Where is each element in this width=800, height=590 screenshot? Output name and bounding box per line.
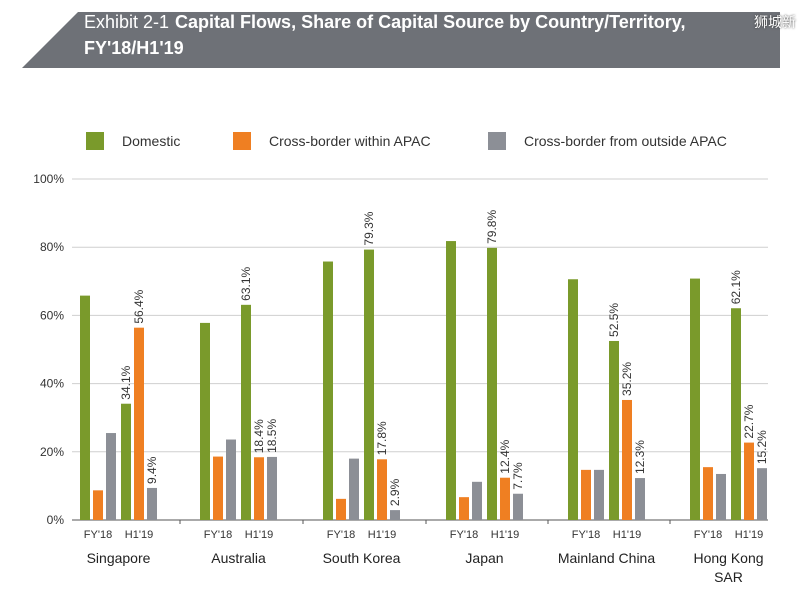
bar-within-apac xyxy=(581,469,591,520)
country-label: Singapore xyxy=(87,550,151,566)
country-label: Hong Kong xyxy=(693,550,763,566)
bar-within-apac xyxy=(703,467,713,520)
period-label: H1'19 xyxy=(491,529,519,541)
chart-title: Exhibit 2-1 Capital Flows, Share of Capit… xyxy=(84,12,685,33)
bar-within-apac xyxy=(459,497,469,520)
country-label: Mainland China xyxy=(558,550,655,566)
bar-within-apac xyxy=(377,459,387,520)
bar-domestic xyxy=(487,247,497,520)
bar-domestic xyxy=(609,340,619,520)
bar-domestic xyxy=(121,403,131,520)
legend-label: Domestic xyxy=(122,133,180,149)
y-tick-label: 80% xyxy=(40,240,64,254)
data-label: 12.3% xyxy=(633,440,647,474)
data-label: 7.7% xyxy=(511,462,525,490)
legend-swatch xyxy=(86,132,104,150)
bar-outside-apac xyxy=(513,493,523,520)
bar-domestic xyxy=(731,308,741,520)
legend-label: Cross-border within APAC xyxy=(269,133,431,149)
data-label: 18.4% xyxy=(252,419,266,453)
country-label-line2: SAR xyxy=(714,569,743,585)
watermark: 狮城新 xyxy=(754,15,796,31)
bar-outside-apac xyxy=(594,469,604,520)
bar-domestic xyxy=(568,279,578,520)
banner-shape xyxy=(22,12,780,68)
country-label: Australia xyxy=(211,550,266,566)
data-label: 15.2% xyxy=(755,430,769,464)
legend-label: Cross-border from outside APAC xyxy=(524,133,727,149)
data-label: 52.5% xyxy=(607,303,621,337)
period-label: FY'18 xyxy=(694,529,722,541)
bar-within-apac xyxy=(622,399,632,520)
data-label: 35.2% xyxy=(620,362,634,396)
data-label: 79.8% xyxy=(485,210,499,244)
data-label: 17.8% xyxy=(375,421,389,455)
period-label: H1'19 xyxy=(125,529,153,541)
country-label: Japan xyxy=(465,550,503,566)
bar-domestic xyxy=(690,278,700,520)
data-label: 12.4% xyxy=(498,439,512,473)
period-label: FY'18 xyxy=(450,529,478,541)
bar-within-apac xyxy=(213,456,223,520)
data-label: 18.5% xyxy=(265,419,279,453)
data-label: 62.1% xyxy=(729,270,743,304)
data-label: 22.7% xyxy=(742,404,756,438)
bar-domestic xyxy=(446,241,456,520)
y-tick-label: 0% xyxy=(47,513,65,527)
period-label: H1'19 xyxy=(245,529,273,541)
data-label: 9.4% xyxy=(145,456,159,484)
bar-within-apac xyxy=(744,442,754,520)
period-label: FY'18 xyxy=(572,529,600,541)
title-line-1: Capital Flows, Share of Capital Source b… xyxy=(175,12,686,32)
bar-domestic xyxy=(241,304,251,520)
period-label: H1'19 xyxy=(368,529,396,541)
period-label: H1'19 xyxy=(735,529,763,541)
bar-outside-apac xyxy=(757,468,767,520)
bar-outside-apac xyxy=(716,473,726,520)
bar-within-apac xyxy=(254,457,264,520)
bar-outside-apac xyxy=(106,433,116,520)
period-label: FY'18 xyxy=(204,529,232,541)
bar-domestic xyxy=(323,261,333,520)
bar-outside-apac xyxy=(472,481,482,520)
y-tick-label: 100% xyxy=(33,172,64,186)
bar-domestic xyxy=(200,322,210,520)
bar-domestic xyxy=(80,295,90,520)
bar-within-apac xyxy=(336,498,346,520)
bar-outside-apac xyxy=(635,478,645,520)
data-label: 79.3% xyxy=(362,211,376,245)
y-tick-label: 40% xyxy=(40,377,64,391)
legend-swatch xyxy=(488,132,506,150)
data-label: 34.1% xyxy=(119,365,133,399)
bar-outside-apac xyxy=(226,439,236,520)
legend-swatch xyxy=(233,132,251,150)
period-label: FY'18 xyxy=(327,529,355,541)
data-label: 63.1% xyxy=(239,266,253,300)
bar-outside-apac xyxy=(390,510,400,520)
title-line-2: FY'18/H1'19 xyxy=(84,38,184,58)
bar-outside-apac xyxy=(349,458,359,520)
country-label: South Korea xyxy=(323,550,401,566)
title-banner xyxy=(22,12,780,68)
bar-outside-apac xyxy=(147,487,157,520)
bar-domestic xyxy=(364,249,374,520)
y-tick-label: 20% xyxy=(40,445,64,459)
y-tick-label: 60% xyxy=(40,308,64,322)
bar-outside-apac xyxy=(267,456,277,520)
data-label: 56.4% xyxy=(132,289,146,323)
period-label: H1'19 xyxy=(613,529,641,541)
bar-within-apac xyxy=(500,477,510,520)
exhibit-label: Exhibit 2-1 xyxy=(84,12,170,32)
bar-within-apac xyxy=(93,490,103,520)
bar-within-apac xyxy=(134,327,144,520)
period-label: FY'18 xyxy=(84,529,112,541)
data-label: 2.9% xyxy=(388,478,402,506)
